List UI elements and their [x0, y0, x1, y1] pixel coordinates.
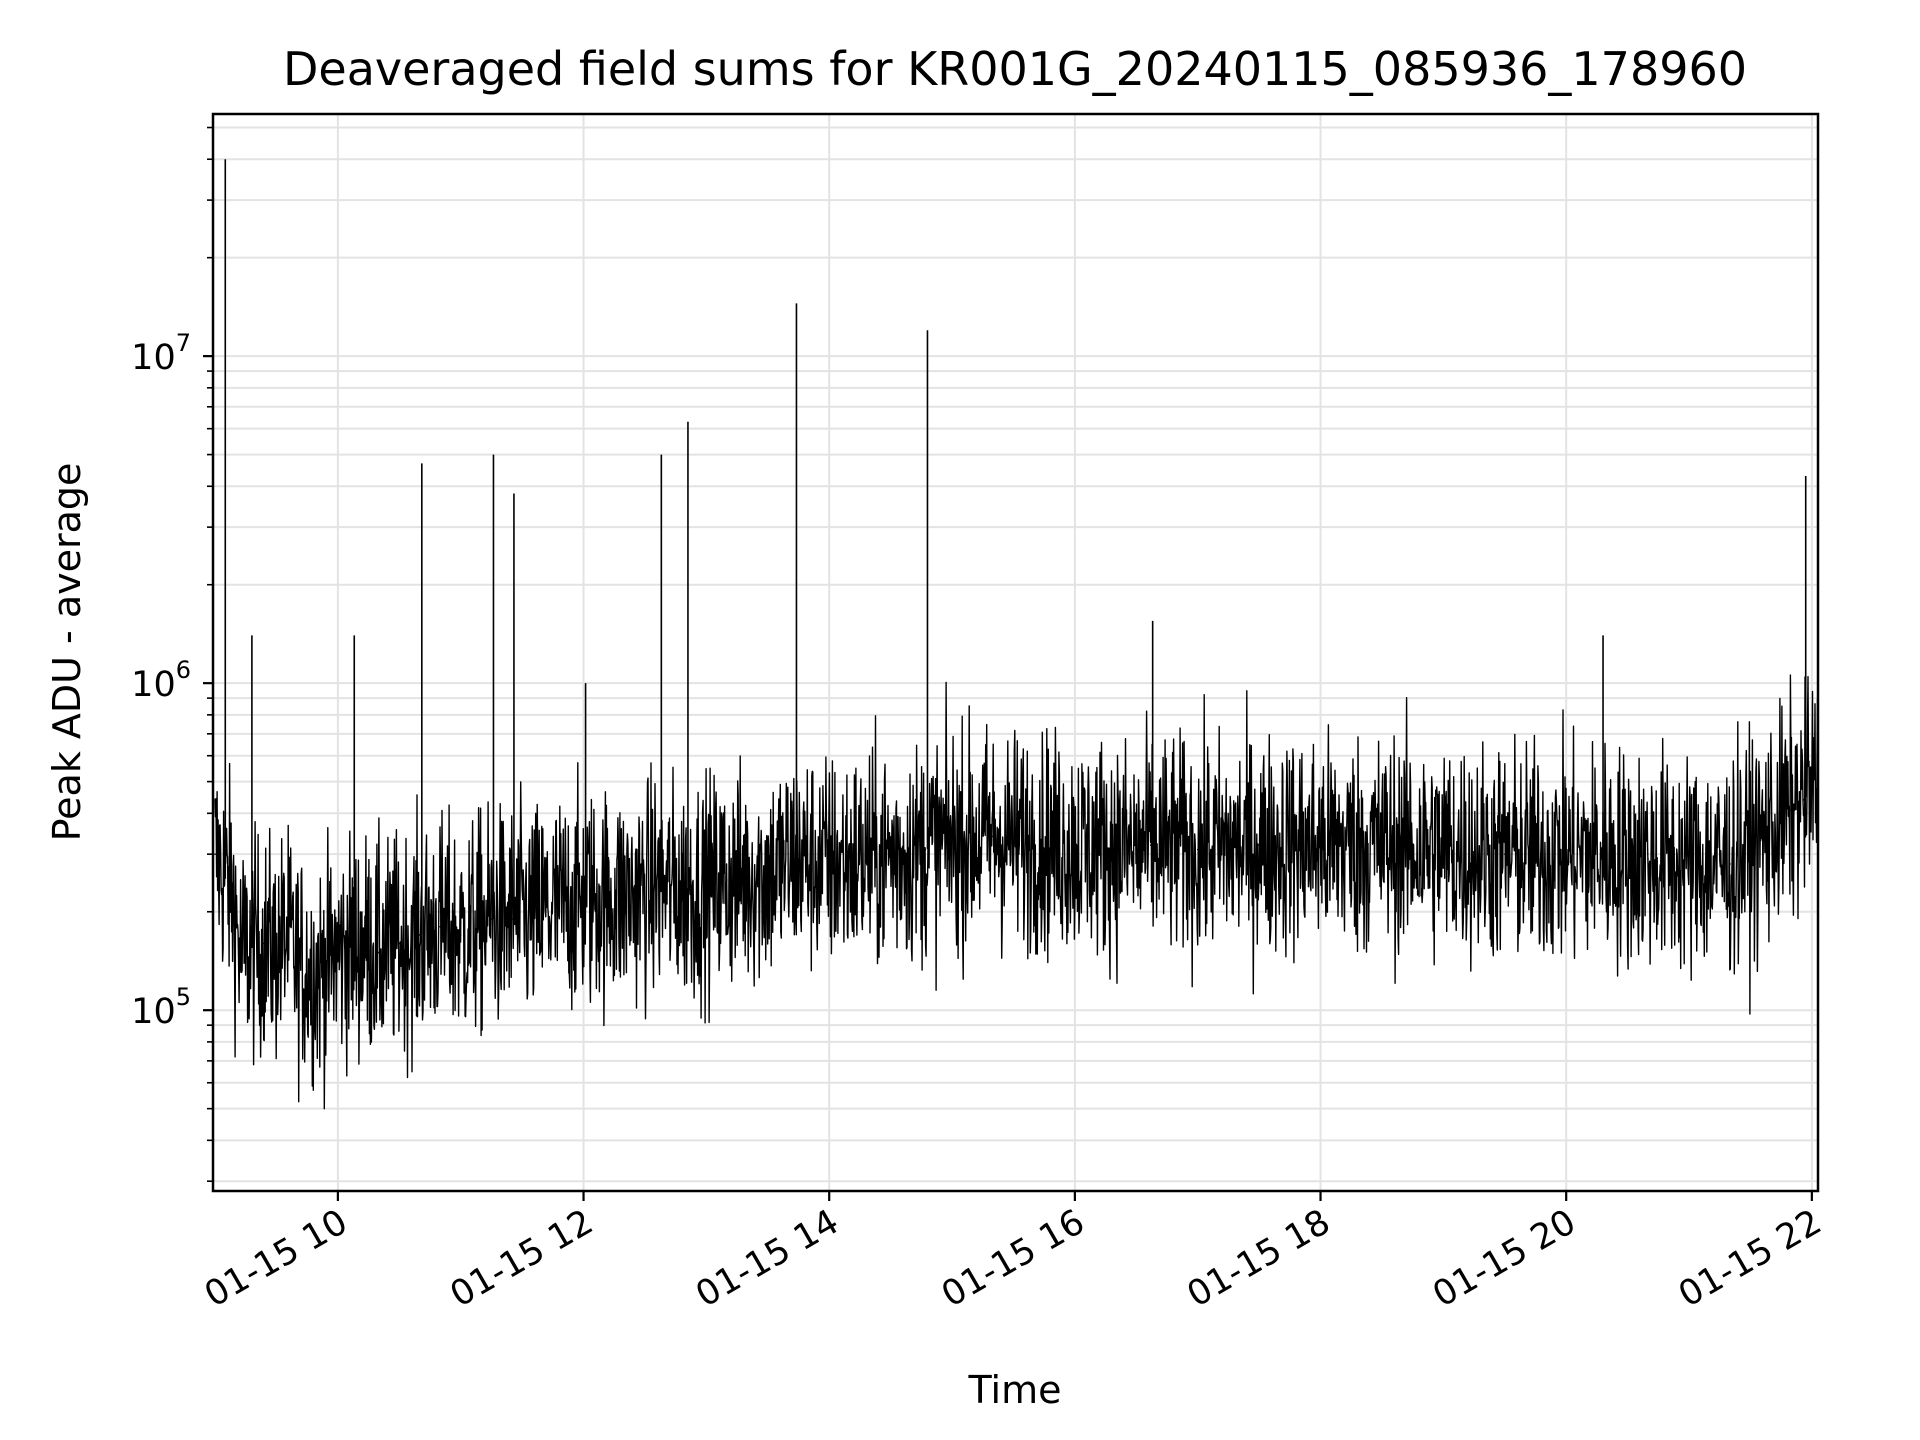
series-point	[766, 873, 769, 876]
series-point	[1759, 839, 1762, 842]
x-tick-label: 01-15 14	[689, 1202, 845, 1315]
series-point	[1074, 844, 1076, 846]
series-point	[511, 918, 513, 920]
x-tick-label: 01-15 20	[1426, 1202, 1582, 1315]
series-trace	[214, 674, 1819, 1110]
axis-ticks	[203, 126, 1813, 1201]
series-point	[378, 951, 380, 954]
series-point	[439, 925, 442, 928]
series-point	[459, 934, 462, 936]
series-point	[337, 951, 339, 954]
chart-title: Deaveraged field sums for KR001G_2024011…	[282, 42, 1748, 96]
series-point	[992, 835, 994, 838]
series-point	[296, 961, 298, 964]
series-point	[869, 858, 871, 860]
series-point	[1033, 839, 1035, 842]
y-axis-title: Peak ADU - average	[45, 463, 89, 842]
series-point	[214, 853, 216, 855]
series-point	[793, 858, 796, 860]
series-point	[1600, 853, 1602, 855]
series-point	[1149, 844, 1152, 846]
series-point	[285, 934, 288, 936]
series-point	[418, 934, 421, 936]
series-point	[685, 891, 687, 893]
series-point	[1503, 853, 1506, 855]
series-point	[275, 951, 278, 954]
y-tick-label: 105	[131, 983, 191, 1032]
series-point	[1442, 848, 1445, 851]
series-point	[623, 897, 626, 900]
series-point	[490, 918, 493, 920]
series-point	[1729, 863, 1731, 865]
series-point	[238, 951, 241, 954]
x-tick-label: 01-15 16	[935, 1202, 1091, 1315]
y-tick-label: 106	[131, 656, 191, 705]
y-tick-labels: 105 106 107	[131, 329, 191, 1032]
x-tick-label: 01-15 10	[198, 1202, 354, 1315]
series-point	[1258, 844, 1260, 846]
series-point	[263, 942, 265, 945]
series-point	[1565, 853, 1567, 855]
plot-background	[213, 114, 1818, 1191]
series-point	[1196, 848, 1199, 851]
series-point	[541, 910, 544, 913]
series-point	[1381, 844, 1383, 846]
series-point	[1802, 798, 1805, 801]
series-point	[1135, 848, 1138, 851]
series-point	[1647, 858, 1649, 860]
series-point	[1790, 808, 1793, 811]
x-axis-title: Time	[968, 1368, 1062, 1412]
series-point	[726, 879, 728, 881]
series-point	[828, 863, 831, 865]
series-point	[316, 972, 319, 974]
series-point	[365, 942, 368, 945]
plot-frame	[211, 112, 1820, 1193]
series-layer	[214, 159, 1819, 1110]
x-tick-label: 01-15 18	[1181, 1202, 1337, 1315]
series-point	[924, 848, 927, 851]
series-point	[1688, 863, 1690, 865]
x-tick-label: 01-15 22	[1672, 1202, 1828, 1315]
x-tick-label: 01-15 12	[444, 1202, 600, 1315]
x-tick-labels: 01-15 10 01-15 12 01-15 14 01-15 16 01-15 18…	[198, 1202, 1828, 1315]
series-point	[951, 839, 953, 842]
series-point	[658, 885, 661, 887]
series-point	[398, 942, 401, 945]
y-tick-label: 107	[131, 329, 191, 378]
series-point	[232, 897, 235, 900]
series-point	[582, 897, 585, 900]
series-point	[1319, 844, 1322, 846]
